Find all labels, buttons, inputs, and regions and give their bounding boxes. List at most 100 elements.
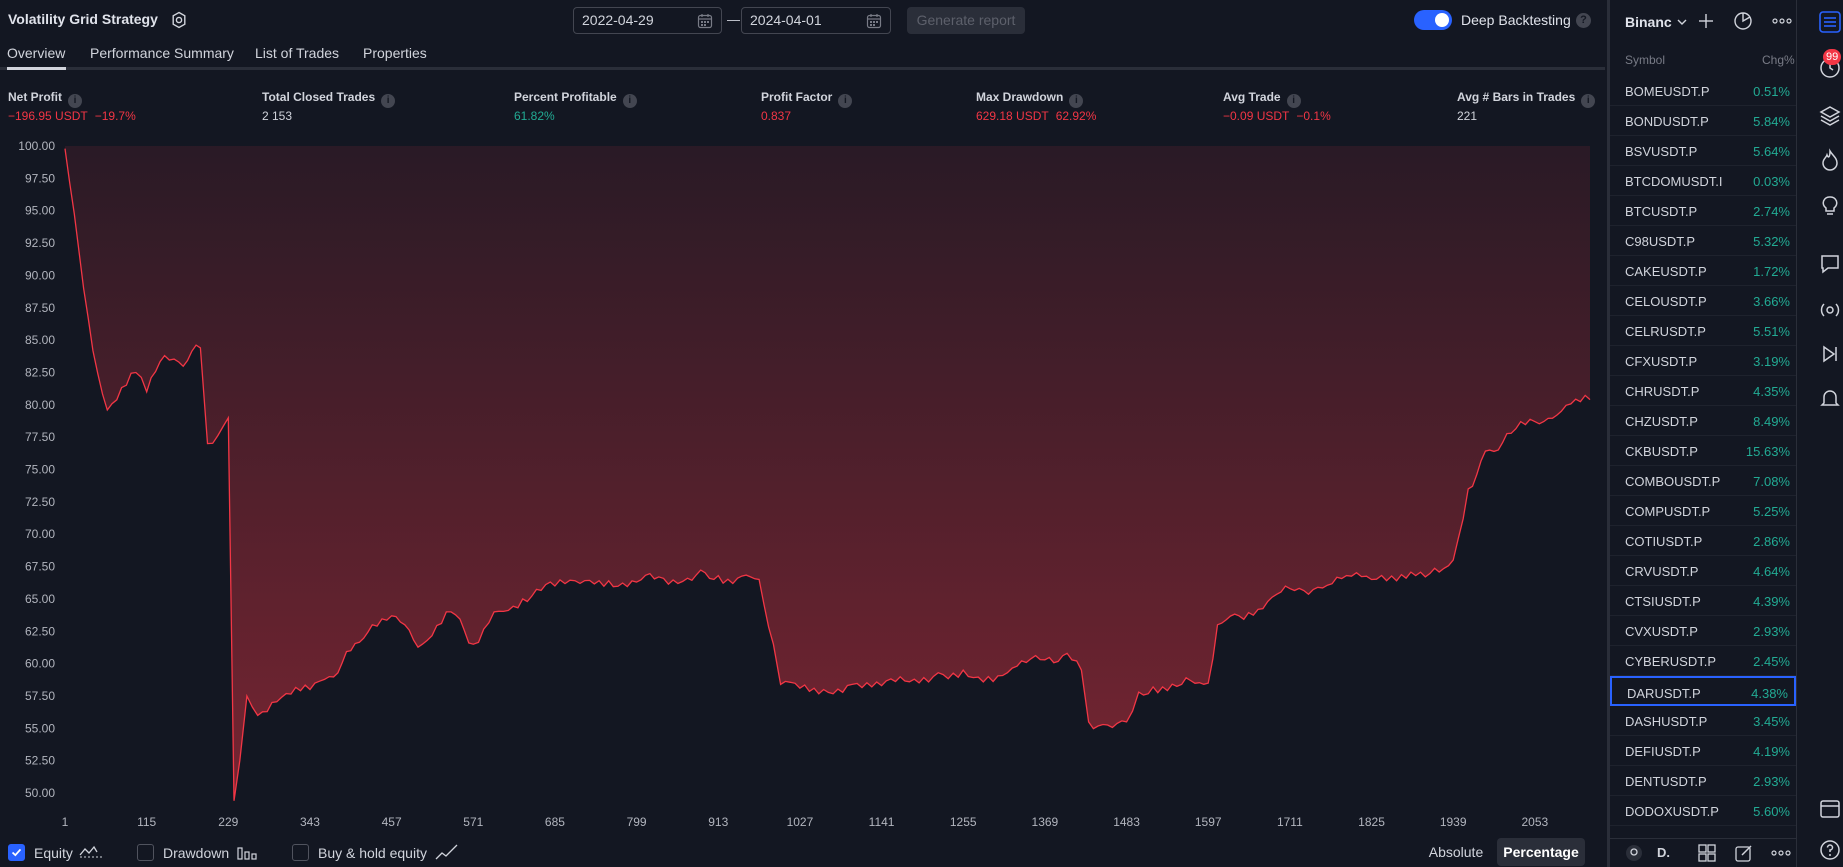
watchlist-change: 2.93% (1753, 624, 1790, 639)
metric-sub-value: 62.92% (1055, 109, 1097, 123)
watchlist-symbol: DENTUSDT.P (1625, 774, 1707, 789)
pie-chart-icon[interactable] (1733, 11, 1753, 31)
notifications-bell-icon[interactable] (1818, 386, 1842, 410)
metric-label: Total Closed Trades i (262, 90, 396, 108)
strategy-title: Volatility Grid Strategy (8, 11, 158, 27)
x-tick-label: 1 (62, 815, 69, 829)
broadcast-icon[interactable] (1818, 298, 1842, 322)
y-tick-label: 55.00 (25, 721, 55, 735)
layers-icon[interactable] (1818, 104, 1842, 128)
percentage-button[interactable]: Percentage (1497, 838, 1585, 866)
info-icon[interactable]: i (622, 94, 637, 108)
help-icon[interactable]: ? (1576, 13, 1591, 28)
watchlist-row[interactable]: DENTUSDT.P 2.93% (1610, 766, 1796, 796)
metric-sub-value: −19.7% (94, 109, 136, 123)
drawdown-checkbox[interactable] (137, 844, 154, 861)
watchlist-symbol: BTCDOMUSDT.I (1625, 174, 1723, 189)
watchlist-row[interactable]: DEFIUSDT.P 4.19% (1610, 736, 1796, 766)
panel-divider[interactable] (1607, 0, 1610, 867)
more-options-icon[interactable] (1771, 13, 1793, 29)
replay-icon[interactable] (1818, 342, 1842, 366)
watchlist-row[interactable]: CYBERUSDT.P 2.45% (1610, 646, 1796, 676)
watchlist-row[interactable]: BSVUSDT.P 5.64% (1610, 136, 1796, 166)
watchlist-row[interactable]: CTSIUSDT.P 4.39% (1610, 586, 1796, 616)
edit-icon[interactable] (1734, 843, 1754, 863)
watchlist-row[interactable]: CVXUSDT.P 2.93% (1610, 616, 1796, 646)
watchlist-footer-label[interactable]: D. (1657, 845, 1670, 860)
end-date-input[interactable]: 2024-04-01 (741, 7, 891, 34)
info-icon[interactable]: i (381, 94, 396, 108)
watchlist-row[interactable]: COMPUSDT.P 5.25% (1610, 496, 1796, 526)
watchlist-symbol: DEFIUSDT.P (1625, 744, 1701, 759)
watchlist-exchange-label[interactable]: Binanc (1625, 14, 1672, 30)
column-header-symbol[interactable]: Symbol (1625, 53, 1666, 67)
footer-more-icon[interactable] (1770, 846, 1792, 860)
tab-performance-summary[interactable]: Performance Summary (90, 45, 234, 61)
watchlist-row[interactable]: BOMEUSDT.P 0.51% (1610, 76, 1796, 106)
watchlist-symbol: BONDUSDT.P (1625, 114, 1709, 129)
info-icon[interactable]: i (1069, 94, 1084, 108)
tab-list-of-trades[interactable]: List of Trades (255, 45, 340, 61)
watchlist-row[interactable]: CELRUSDT.P 5.51% (1610, 316, 1796, 346)
ideas-lightbulb-icon[interactable] (1818, 194, 1842, 218)
watchlist-row[interactable]: BTCUSDT.P 2.74% (1610, 196, 1796, 226)
watchlist-row[interactable]: CAKEUSDT.P 1.72% (1610, 256, 1796, 286)
y-tick-label: 70.00 (25, 527, 55, 541)
x-tick-label: 115 (137, 815, 156, 829)
calendar-icon[interactable] (866, 13, 882, 29)
watchlist-row[interactable]: C98USDT.P 5.32% (1610, 226, 1796, 256)
watchlist-change: 4.39% (1753, 594, 1790, 609)
watchlist-row[interactable]: CHRUSDT.P 4.35% (1610, 376, 1796, 406)
watchlist-change: 3.19% (1753, 354, 1790, 369)
end-date-value: 2024-04-01 (750, 12, 822, 28)
calendar-icon[interactable] (1818, 796, 1842, 820)
add-symbol-icon[interactable] (1697, 12, 1715, 30)
calendar-icon[interactable] (697, 13, 713, 29)
settings-gear-icon[interactable] (170, 11, 188, 29)
start-date-input[interactable]: 2022-04-29 (573, 7, 722, 34)
x-tick-label: 913 (708, 815, 728, 829)
deep-backtesting-toggle[interactable] (1414, 10, 1452, 30)
equity-chart[interactable]: 100.00 97.50 95.00 92.50 90.00 87.50 85.00 82.5… (0, 130, 1605, 830)
layout-grid-icon[interactable] (1697, 843, 1717, 863)
watchlist-row[interactable]: DODOXUSDT.P 5.60% (1610, 796, 1796, 826)
info-icon[interactable]: i (68, 94, 82, 108)
watchlist-row[interactable]: CKBUSDT.P 15.63% (1610, 436, 1796, 466)
buy-hold-legend-label: Buy & hold equity (318, 845, 427, 861)
watchlist-icon[interactable] (1818, 10, 1842, 34)
user-avatar-icon[interactable] (1625, 844, 1643, 862)
y-tick-label: 85.00 (25, 333, 55, 347)
watchlist-symbol: CELRUSDT.P (1625, 324, 1706, 339)
watchlist-symbol: BTCUSDT.P (1625, 204, 1698, 219)
watchlist-row[interactable]: COTIUSDT.P 2.86% (1610, 526, 1796, 556)
buy-hold-checkbox[interactable] (292, 844, 309, 861)
watchlist-row[interactable]: DARUSDT.P 4.38% (1610, 676, 1796, 706)
watchlist-row[interactable]: CELOUSDT.P 3.66% (1610, 286, 1796, 316)
watchlist-row[interactable]: DASHUSDT.P 3.45% (1610, 706, 1796, 736)
watchlist-symbol: CFXUSDT.P (1625, 354, 1698, 369)
info-icon[interactable]: i (1286, 94, 1301, 108)
column-header-change[interactable]: Chg% (1762, 53, 1795, 67)
watchlist-row[interactable]: BONDUSDT.P 5.84% (1610, 106, 1796, 136)
hotlist-flame-icon[interactable] (1818, 148, 1842, 172)
info-icon[interactable]: i (838, 94, 853, 108)
chevron-down-icon[interactable] (1676, 16, 1688, 28)
generate-report-button[interactable]: Generate report (907, 7, 1025, 34)
chat-icon[interactable] (1818, 252, 1842, 276)
equity-checkbox[interactable] (8, 844, 25, 861)
tab-overview[interactable]: Overview (7, 45, 66, 61)
watchlist-row[interactable]: BTCDOMUSDT.I 0.03% (1610, 166, 1796, 196)
metric-label: Percent Profitable i (514, 90, 637, 108)
watchlist-row[interactable]: CRVUSDT.P 4.64% (1610, 556, 1796, 586)
y-tick-label: 57.50 (25, 689, 55, 703)
watchlist-change: 8.49% (1753, 414, 1790, 429)
y-tick-label: 82.50 (25, 365, 55, 379)
tab-divider (0, 67, 1605, 70)
info-icon[interactable]: i (1581, 94, 1596, 108)
absolute-button[interactable]: Absolute (1428, 844, 1484, 860)
watchlist-row[interactable]: CFXUSDT.P 3.19% (1610, 346, 1796, 376)
watchlist-row[interactable]: CHZUSDT.P 8.49% (1610, 406, 1796, 436)
tab-properties[interactable]: Properties (363, 45, 427, 61)
watchlist-row[interactable]: COMBOUSDT.P 7.08% (1610, 466, 1796, 496)
help-center-icon[interactable] (1818, 838, 1842, 862)
